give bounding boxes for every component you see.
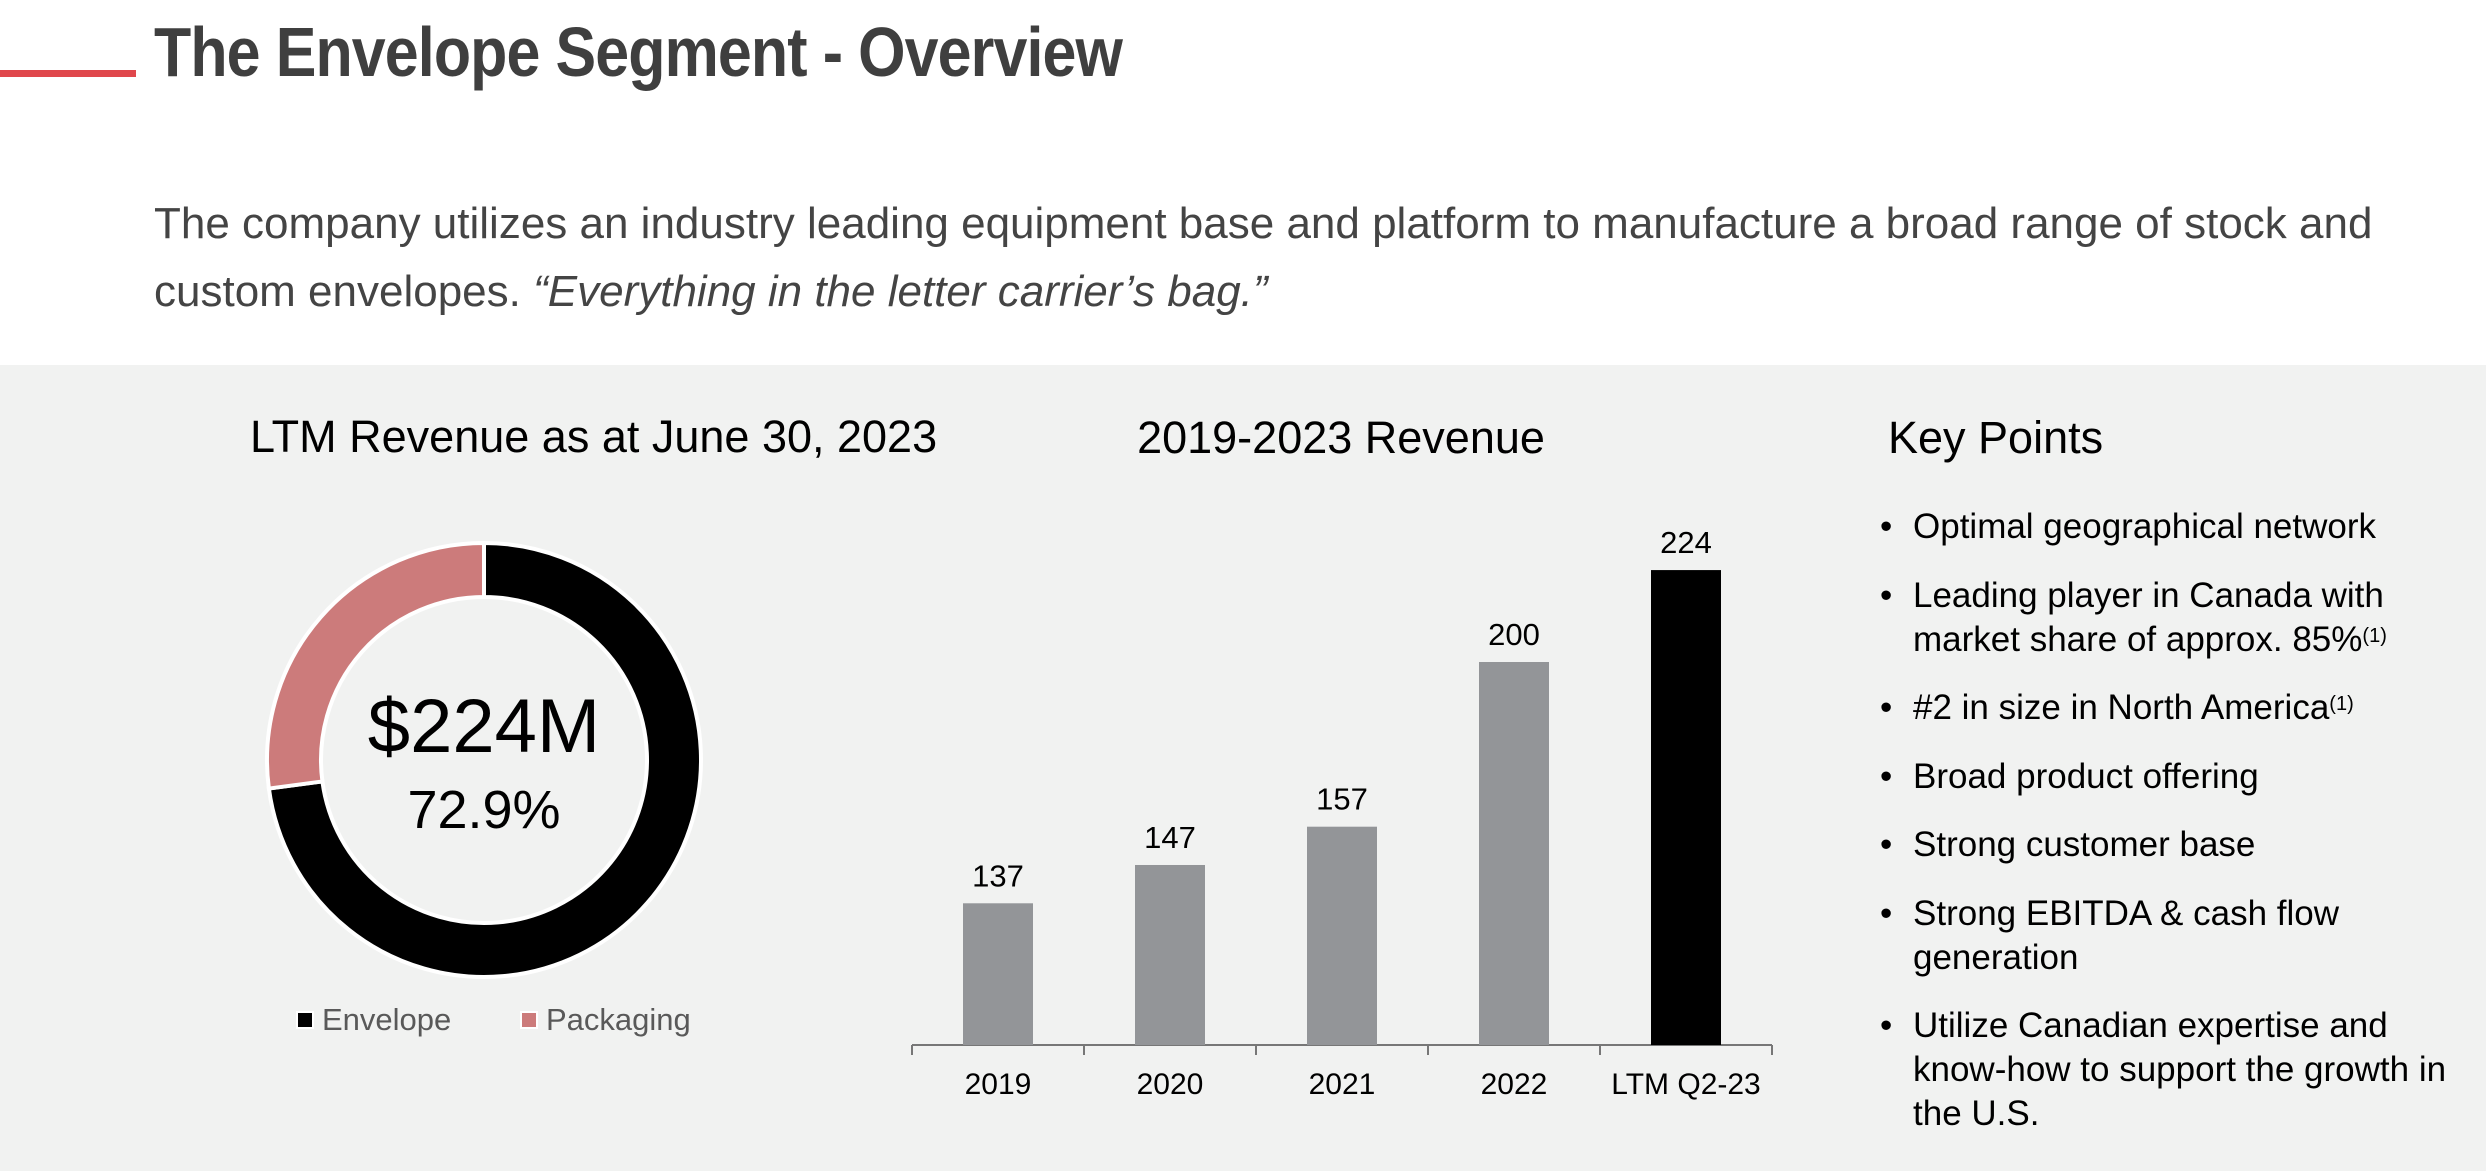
bullet-icon: • [1880, 1006, 1893, 1045]
bullet-icon: • [1880, 688, 1893, 727]
bar-LTM Q2-23 [1651, 570, 1721, 1045]
footnote-ref: (1) [2329, 693, 2354, 715]
key-point-item: • Strong EBITDA & cash flow generation [1880, 892, 2480, 980]
legend-label: Packaging [546, 1002, 691, 1037]
key-point-text: Leading player in Canada with market sha… [1913, 575, 2384, 659]
key-point-text: Optimal geographical network [1913, 507, 2377, 546]
x-tick-label: 2020 [1137, 1068, 1204, 1101]
title-accent-line [0, 70, 136, 77]
key-point-item: • Strong customer base [1880, 823, 2480, 867]
intro-text: The company utilizes an industry leading… [154, 190, 2484, 326]
key-point-text: #2 in size in North America [1913, 688, 2330, 727]
intro-quote: “Everything in the letter carrier’s bag.… [533, 267, 1268, 316]
x-tick-label: 2021 [1309, 1068, 1376, 1101]
bar-data-label: 137 [972, 858, 1024, 893]
bar-2020 [1135, 864, 1205, 1045]
donut-center-percent: 72.9% [407, 780, 560, 840]
legend-item-envelope: Envelope [296, 1002, 451, 1038]
bar-chart-title: 2019-2023 Revenue [1137, 412, 1545, 463]
donut-slice-envelope [266, 540, 703, 979]
bullet-icon: • [1880, 893, 1893, 933]
key-point-item: • Utilize Canadian expertise and know-how… [1880, 1004, 2480, 1136]
bar-data-label: 147 [1144, 820, 1196, 855]
page-title: The Envelope Segment - Overview [154, 13, 1123, 91]
key-point-text: Broad product offering [1913, 756, 2259, 796]
bar-2021 [1307, 826, 1377, 1045]
legend-swatch-packaging [520, 1011, 538, 1029]
bullet-icon: • [1880, 756, 1893, 796]
donut-slice-packaging [265, 540, 486, 791]
key-points-title: Key Points [1888, 412, 2104, 463]
bar-2019 [963, 903, 1033, 1045]
key-point-item: • #2 in size in North America(1) [1880, 686, 2480, 730]
x-tick-label: 2019 [965, 1068, 1032, 1101]
bullet-icon: • [1880, 507, 1893, 546]
key-point-text: Strong EBITDA & cash flow generation [1913, 893, 2340, 977]
bar-2022 [1479, 662, 1549, 1045]
content-panel [0, 365, 2486, 1171]
bar-data-label: 224 [1660, 525, 1712, 560]
key-point-text: Utilize Canadian expertise and know-how … [1913, 1006, 2447, 1133]
key-point-text: Strong customer base [1913, 825, 2256, 864]
legend-swatch-envelope [296, 1011, 314, 1029]
bullet-icon: • [1880, 825, 1893, 864]
legend-label: Envelope [322, 1002, 452, 1037]
intro-body: The company utilizes an industry leading… [154, 199, 2373, 316]
donut-center-value: $224M [368, 684, 600, 769]
bar-data-label: 200 [1488, 617, 1540, 652]
x-tick-label: LTM Q2-23 [1611, 1068, 1761, 1101]
key-points-list: • Optimal geographical network • Leading pl… [1880, 505, 2480, 1161]
legend-item-packaging: Packaging [520, 1002, 691, 1038]
bullet-icon: • [1880, 575, 1893, 615]
x-tick-label: 2022 [1481, 1068, 1548, 1101]
key-point-item: • Optimal geographical network [1880, 505, 2480, 549]
footnote-ref: (1) [2362, 624, 2387, 647]
bar-data-label: 157 [1316, 782, 1368, 817]
key-point-item: • Leading player in Canada with market sh… [1880, 574, 2480, 662]
key-point-item: • Broad product offering [1880, 755, 2480, 799]
